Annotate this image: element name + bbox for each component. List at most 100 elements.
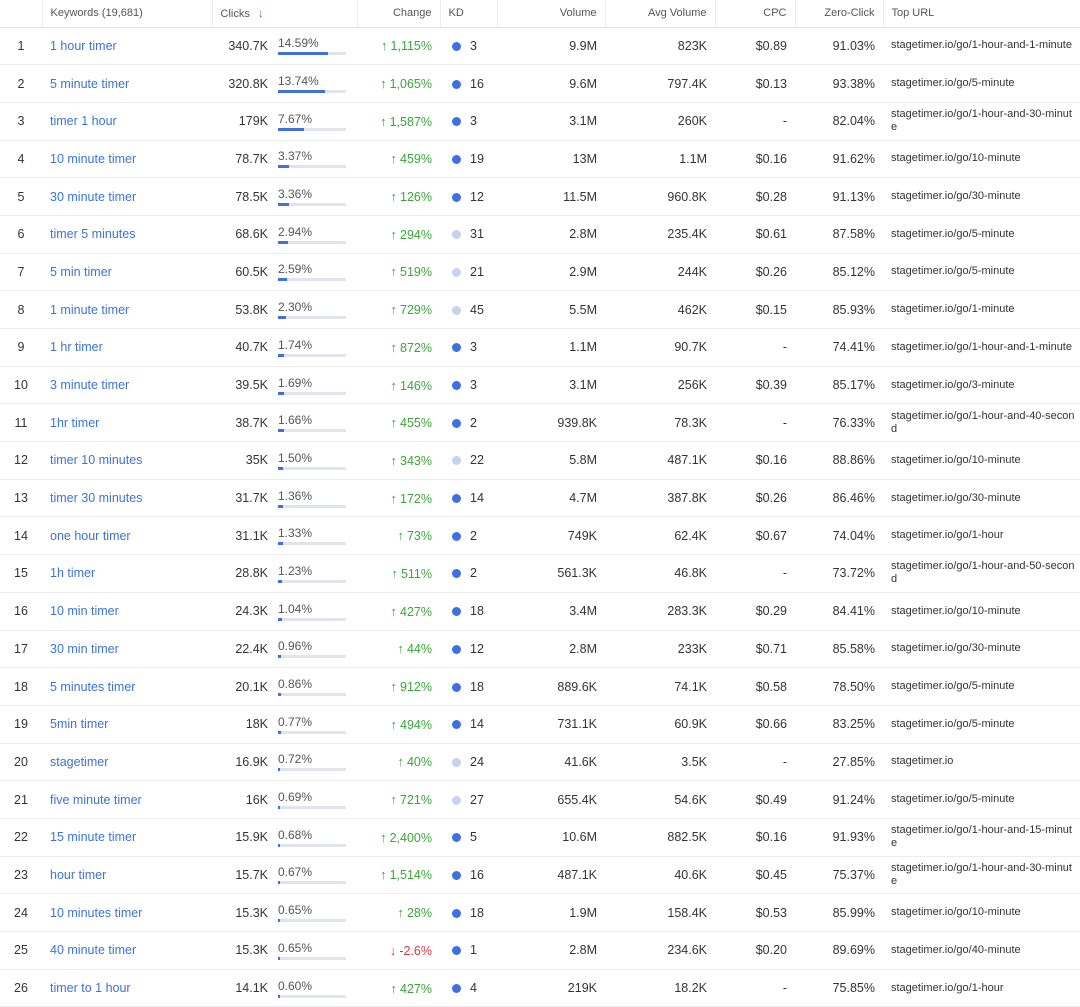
table-row[interactable]: 3 timer 1 hour 179K 7.67% ↑ 1,587% 3 3.1M… [0,102,1080,141]
column-header-avg-volume[interactable]: Avg Volume [605,0,716,28]
click-share-bar-fill [278,994,281,998]
keyword-link[interactable]: timer 30 minutes [50,491,143,506]
keyword-link[interactable]: 3 minute timer [50,378,130,393]
top-url-value[interactable]: stagetimer.io/go/1-hour-and-1-minute [891,340,1072,353]
keyword-link[interactable]: 1hr timer [50,415,100,430]
column-header-clicks[interactable]: Clicks ↓ [212,0,358,28]
table-row[interactable]: 25 40 minute timer 15.3K 0.65% ↓ -2.6% 1 … [0,931,1080,970]
click-share-bar-fill [278,693,281,697]
table-row[interactable]: 6 timer 5 minutes 68.6K 2.94% ↑ 294% 31 2… [0,215,1080,254]
table-row[interactable]: 18 5 minutes timer 20.1K 0.86% ↑ 912% 18 … [0,667,1080,706]
table-row[interactable]: 24 10 minutes timer 15.3K 0.65% ↑ 28% 18 … [0,893,1080,932]
keyword-link[interactable]: 10 minute timer [50,151,137,166]
top-url-value[interactable]: stagetimer.io/go/5-minute [891,680,1015,693]
top-url-value[interactable]: stagetimer.io/go/5-minute [891,265,1015,278]
keyword-link[interactable]: 5 minutes timer [50,679,136,694]
top-url-value[interactable]: stagetimer.io/go/1-hour-and-50-second [891,560,1075,586]
change-value: 729% [400,303,432,318]
keyword-link[interactable]: 40 minute timer [50,943,137,958]
keyword-link[interactable]: hour timer [50,867,107,882]
keyword-link[interactable]: timer 5 minutes [50,227,136,242]
keyword-link[interactable]: 1 hour timer [50,38,117,53]
top-url-value[interactable]: stagetimer.io/go/10-minute [891,152,1021,165]
top-url-value[interactable]: stagetimer.io/go/5-minute [891,717,1015,730]
clicks-value: 53.8K [235,302,268,317]
table-row[interactable]: 5 30 minute timer 78.5K 3.36% ↑ 126% 12 1… [0,177,1080,216]
top-url-value[interactable]: stagetimer.io/go/3-minute [891,378,1015,391]
top-url-value[interactable]: stagetimer.io/go/30-minute [891,642,1021,655]
keyword-link[interactable]: timer 10 minutes [50,453,143,468]
keyword-link[interactable]: 10 minutes timer [50,905,143,920]
top-url-value[interactable]: stagetimer.io/go/5-minute [891,77,1015,90]
top-url-value[interactable]: stagetimer.io/go/1-hour [891,529,1004,542]
keyword-link[interactable]: one hour timer [50,528,131,543]
top-url-value[interactable]: stagetimer.io/go/5-minute [891,227,1015,240]
column-header-cpc[interactable]: CPC [715,0,796,28]
arrow-down-icon[interactable]: ↓ [257,6,264,21]
top-url-value[interactable]: stagetimer.io/go/10-minute [891,604,1021,617]
keyword-link[interactable]: 1 minute timer [50,302,130,317]
top-url-value[interactable]: stagetimer.io/go/10-minute [891,453,1021,466]
keyword-link[interactable]: timer 1 hour [50,114,117,129]
click-share-bar [278,127,346,131]
top-url-cell: stagetimer.io/go/30-minute [883,630,1080,669]
table-row[interactable]: 16 10 min timer 24.3K 1.04% ↑ 427% 18 3.4… [0,592,1080,631]
keyword-link[interactable]: 5min timer [50,717,109,732]
top-url-value[interactable]: stagetimer.io/go/10-minute [891,906,1021,919]
table-row[interactable]: 2 5 minute timer 320.8K 13.74% ↑ 1,065% 1… [0,64,1080,103]
clicks-value: 78.7K [235,151,268,166]
table-row[interactable]: 17 30 min timer 22.4K 0.96% ↑ 44% 12 2.8M… [0,630,1080,669]
column-header-kd[interactable]: KD [440,0,498,28]
column-header-change[interactable]: Change [357,0,441,28]
keyword-link[interactable]: 30 min timer [50,641,119,656]
change-value: 427% [400,981,432,996]
table-row[interactable]: 22 15 minute timer 15.9K 0.68% ↑ 2,400% 5… [0,818,1080,857]
top-url-value[interactable]: stagetimer.io [891,755,954,768]
column-header-keywords[interactable]: Keywords (19,681) [42,0,213,28]
top-url-value[interactable]: stagetimer.io/go/1-hour-and-30-minute [891,108,1072,134]
keyword-link[interactable]: 1 hr timer [50,340,103,355]
table-row[interactable]: 19 5min timer 18K 0.77% ↑ 494% 14 731.1K … [0,705,1080,744]
cpc-value: $0.16 [755,830,787,845]
kd-dot-icon [452,795,461,805]
table-row[interactable]: 20 stagetimer 16.9K 0.72% ↑ 40% 24 41.6K … [0,743,1080,782]
table-row[interactable]: 8 1 minute timer 53.8K 2.30% ↑ 729% 45 5.… [0,290,1080,329]
keyword-link[interactable]: 5 minute timer [50,76,130,91]
table-row[interactable]: 15 1h timer 28.8K 1.23% ↑ 511% 2 561.3K 4… [0,554,1080,593]
table-row[interactable]: 4 10 minute timer 78.7K 3.37% ↑ 459% 19 1… [0,140,1080,179]
table-row[interactable]: 14 one hour timer 31.1K 1.33% ↑ 73% 2 749… [0,516,1080,556]
top-url-value[interactable]: stagetimer.io/go/1-hour-and-40-second [891,409,1075,435]
table-row[interactable]: 9 1 hr timer 40.7K 1.74% ↑ 872% 3 1.1M 90… [0,328,1080,367]
column-header-zero-click[interactable]: Zero-Click [795,0,884,28]
keyword-link[interactable]: 5 min timer [50,264,112,279]
table-row[interactable]: 13 timer 30 minutes 31.7K 1.36% ↑ 172% 14… [0,479,1080,518]
top-url-value[interactable]: stagetimer.io/go/1-hour-and-15-minute [891,824,1072,850]
table-row[interactable]: 1 1 hour timer 340.7K 14.59% ↑ 1,115% 3 9… [0,27,1080,66]
table-row[interactable]: 23 hour timer 15.7K 0.67% ↑ 1,514% 16 487… [0,856,1080,895]
zero-click-cell: 84.41% [795,592,883,631]
top-url-value[interactable]: stagetimer.io/go/30-minute [891,190,1021,203]
keyword-link[interactable]: 1h timer [50,566,96,581]
keyword-link[interactable]: 15 minute timer [50,830,137,845]
top-url-value[interactable]: stagetimer.io/go/1-minute [891,303,1015,316]
top-url-value[interactable]: stagetimer.io/go/5-minute [891,793,1015,806]
keyword-link[interactable]: stagetimer [50,754,109,769]
keyword-link[interactable]: five minute timer [50,792,142,807]
table-row[interactable]: 11 1hr timer 38.7K 1.66% ↑ 455% 2 939.8K … [0,403,1080,443]
table-row[interactable]: 10 3 minute timer 39.5K 1.69% ↑ 146% 3 3.… [0,366,1080,405]
table-row[interactable]: 21 five minute timer 16K 0.69% ↑ 721% 27 … [0,780,1080,819]
table-row[interactable]: 26 timer to 1 hour 14.1K 0.60% ↑ 427% 4 2… [0,969,1080,1007]
top-url-value[interactable]: stagetimer.io/go/30-minute [891,491,1021,504]
top-url-value[interactable]: stagetimer.io/go/40-minute [891,943,1021,956]
keyword-link[interactable]: timer to 1 hour [50,981,131,996]
top-url-value[interactable]: stagetimer.io/go/1-hour-and-1-minute [891,39,1072,52]
top-url-value[interactable]: stagetimer.io/go/1-hour-and-30-minute [891,861,1072,887]
keyword-link[interactable]: 30 minute timer [50,189,137,204]
table-row[interactable]: 7 5 min timer 60.5K 2.59% ↑ 519% 21 2.9M … [0,253,1080,292]
column-header-volume[interactable]: Volume [497,0,606,28]
top-url-value[interactable]: stagetimer.io/go/1-hour [891,981,1004,994]
table-row[interactable]: 12 timer 10 minutes 35K 1.50% ↑ 343% 22 5… [0,441,1080,480]
keyword-link[interactable]: 10 min timer [50,604,119,619]
avg-volume-cell: 797.4K [605,64,715,103]
column-header-top-url[interactable]: Top URL [883,0,1080,28]
